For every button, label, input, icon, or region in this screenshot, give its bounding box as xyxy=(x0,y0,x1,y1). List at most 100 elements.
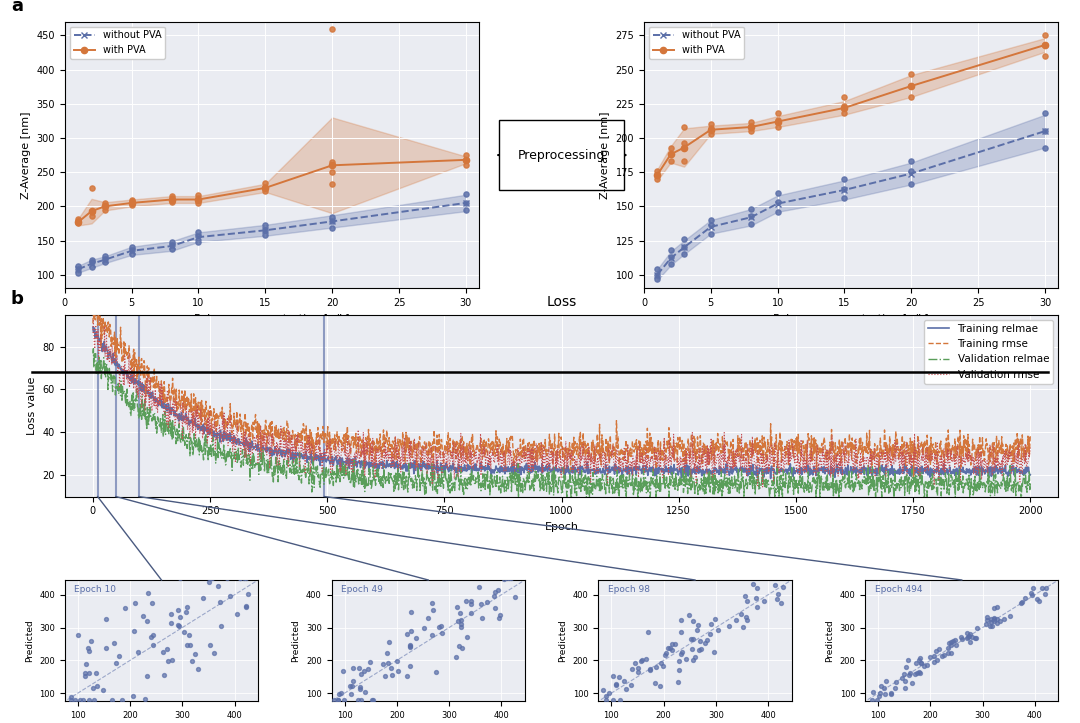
Point xyxy=(671,656,688,667)
Point xyxy=(940,647,957,659)
Point xyxy=(702,119,719,130)
Point xyxy=(463,599,481,610)
Training rmse xyxy=(108,328,121,336)
Point xyxy=(156,669,173,681)
Point xyxy=(769,108,786,119)
Point xyxy=(942,639,959,651)
Point xyxy=(457,149,474,161)
Point xyxy=(742,203,759,215)
Validation rmse xyxy=(137,387,150,395)
Point xyxy=(647,662,664,673)
Point xyxy=(900,654,917,666)
Point xyxy=(201,576,218,588)
Point xyxy=(706,613,724,625)
Point xyxy=(906,668,923,680)
Point xyxy=(143,631,160,643)
Point xyxy=(915,661,932,672)
Point xyxy=(184,656,201,667)
Point xyxy=(324,223,341,234)
Point xyxy=(123,194,140,205)
with PVA xyxy=(71,218,84,226)
Point xyxy=(688,624,705,636)
Point xyxy=(678,653,696,664)
Point xyxy=(1037,108,1054,119)
Point xyxy=(257,224,274,236)
Point xyxy=(734,622,752,633)
Point xyxy=(985,616,1002,628)
Point xyxy=(649,263,666,275)
Point xyxy=(909,667,927,678)
Point xyxy=(81,667,98,679)
Point xyxy=(457,188,474,200)
Point xyxy=(960,632,977,643)
Point xyxy=(702,228,719,239)
Point xyxy=(144,597,161,609)
Point xyxy=(163,190,180,202)
Point xyxy=(381,636,399,648)
Point xyxy=(495,573,512,585)
Point xyxy=(630,662,647,674)
Training rmse xyxy=(650,451,663,460)
Point xyxy=(139,587,157,599)
Point xyxy=(97,613,114,625)
Point xyxy=(457,160,474,171)
Point xyxy=(595,685,612,696)
Point xyxy=(96,257,113,268)
Point xyxy=(662,642,679,654)
Validation rmse xyxy=(859,455,872,463)
Point xyxy=(190,189,207,201)
Point xyxy=(240,589,257,600)
Point xyxy=(163,236,180,248)
Point xyxy=(190,192,207,204)
Point xyxy=(685,633,702,645)
Point xyxy=(125,625,143,637)
Point xyxy=(135,610,152,622)
Point xyxy=(205,648,222,659)
Point xyxy=(462,607,480,619)
Point xyxy=(324,166,341,178)
Point xyxy=(402,641,419,652)
Point xyxy=(705,646,723,658)
Point xyxy=(666,638,684,650)
Point xyxy=(181,639,199,651)
Point xyxy=(238,602,255,613)
Point xyxy=(63,694,80,706)
Point xyxy=(739,615,756,626)
Point xyxy=(836,108,853,119)
Point xyxy=(451,607,469,619)
without PVA xyxy=(259,226,272,235)
Point xyxy=(978,615,996,626)
Point xyxy=(89,680,106,691)
Training relmae xyxy=(137,380,150,389)
Point xyxy=(612,694,630,706)
Point xyxy=(876,688,893,700)
Point xyxy=(610,671,627,683)
Point xyxy=(675,137,692,149)
Point xyxy=(83,254,100,265)
Validation relmae xyxy=(86,349,99,358)
Point xyxy=(1030,595,1048,607)
Point xyxy=(78,659,95,670)
with PVA xyxy=(905,82,918,90)
Point xyxy=(69,260,86,272)
without PVA xyxy=(192,233,205,241)
Point xyxy=(329,694,347,706)
Point xyxy=(836,91,853,103)
Point xyxy=(836,192,853,204)
Point xyxy=(888,677,905,688)
Point xyxy=(457,154,474,166)
Point xyxy=(159,655,176,667)
Point xyxy=(1037,125,1054,137)
Point xyxy=(872,687,889,698)
Point xyxy=(190,663,207,675)
Point xyxy=(991,615,1009,627)
Point xyxy=(478,596,496,608)
Point xyxy=(941,637,958,649)
Point xyxy=(943,636,960,647)
Point xyxy=(654,661,672,672)
Point xyxy=(685,615,702,626)
Point xyxy=(702,128,719,140)
without PVA xyxy=(704,223,717,231)
Point xyxy=(145,639,162,651)
Point xyxy=(604,670,621,682)
